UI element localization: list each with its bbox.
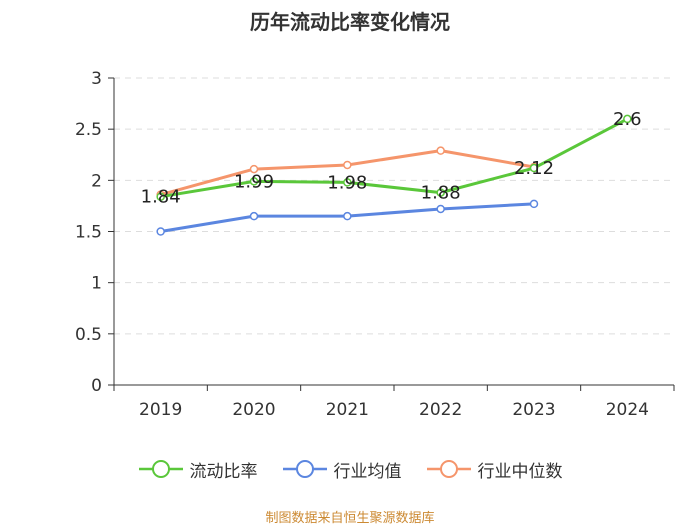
x-tick-label: 2024 [606, 400, 649, 420]
data-point[interactable] [343, 178, 352, 187]
data-label: 1.98 [327, 172, 367, 193]
legend-line-marker-icon [282, 460, 327, 478]
data-label: 1.88 [421, 183, 461, 204]
legend-line-marker-icon [138, 460, 183, 478]
x-tick-label: 2022 [419, 400, 462, 420]
data-point[interactable] [249, 177, 259, 186]
x-tick-label: 2019 [139, 400, 182, 420]
y-tick-label: 2 [91, 171, 102, 191]
data-point[interactable] [343, 160, 352, 170]
data-label: 1.84 [141, 187, 181, 208]
y-tick-label: 0.5 [75, 325, 102, 345]
data-point[interactable] [156, 227, 165, 236]
source-note: 制图数据来自恒生聚源数据库 [265, 511, 435, 526]
data-label: 2.12 [514, 158, 554, 179]
y-tick-label: 0 [91, 376, 102, 396]
y-tick-label: 1 [91, 274, 102, 294]
legend-label: 行业中位数 [477, 461, 563, 482]
y-tick-label: 3 [91, 69, 102, 89]
x-tick-label: 2021 [326, 400, 369, 420]
data-point[interactable] [436, 204, 445, 214]
chart-title: 历年流动比率变化情况 [250, 10, 450, 34]
data-point[interactable] [623, 114, 632, 124]
data-point[interactable] [436, 146, 445, 155]
y-tick-label: 2.5 [75, 120, 102, 140]
data-point[interactable] [249, 164, 259, 174]
y-tick-label: 1.5 [75, 223, 102, 243]
x-tick-label: 2020 [232, 400, 275, 420]
legend-item[interactable]: 行业均值 [282, 457, 402, 482]
data-label: 2.6 [613, 109, 642, 130]
legend-label: 流动比率 [189, 461, 258, 482]
data-point[interactable] [529, 199, 539, 209]
legend-item[interactable]: 流动比率 [138, 457, 258, 482]
legend-label: 行业均值 [333, 461, 402, 482]
data-point[interactable] [529, 163, 539, 173]
data-point[interactable] [249, 211, 259, 221]
data-point[interactable] [343, 211, 352, 221]
data-label: 1.99 [234, 171, 274, 192]
line-chart: 0 0.5 1 1.5 2 2.5 3 2019 2020 2021 2022 2023 2024 1.… [75, 69, 675, 420]
x-tick-label: 2023 [512, 400, 555, 420]
legend-item[interactable]: 行业中位数 [426, 457, 563, 482]
series-line [160, 117, 629, 199]
data-point[interactable] [436, 188, 445, 197]
data-point[interactable] [156, 192, 165, 201]
legend-line-marker-icon [426, 460, 471, 478]
legend: 流动比率 行业均值 行业中位数 [0, 456, 700, 482]
